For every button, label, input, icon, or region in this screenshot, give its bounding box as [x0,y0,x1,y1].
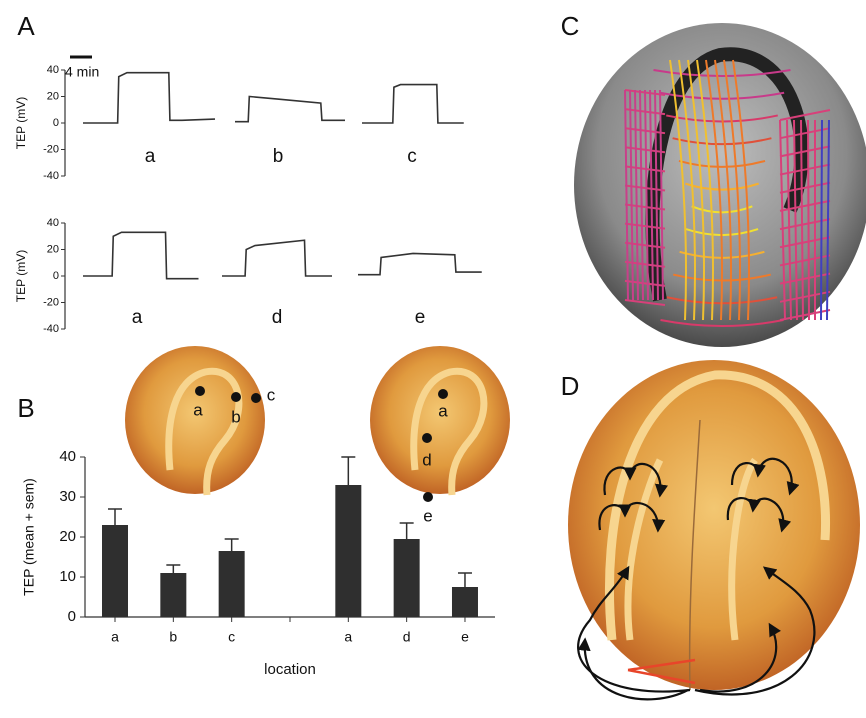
panel-label: B [17,393,34,423]
embryo-flow-image [568,360,860,699]
y-tick-label: 20 [47,90,59,102]
y-tick-label: 20 [59,528,76,545]
panel-label: A [17,11,35,41]
bar [102,525,128,617]
bar [160,573,186,617]
x-tick-label: e [461,629,469,645]
y-axis-label: TEP (mV) [14,250,28,302]
x-tick-label: d [403,629,411,645]
x-tick-label: a [344,629,352,645]
trace [222,240,332,276]
y-axis-label: TEP (mean + sem) [21,478,37,596]
trace-label: c [407,146,417,167]
bar [452,587,478,617]
trace-label: a [145,146,156,167]
panel-label: D [561,371,580,401]
x-axis-label: location [264,661,316,678]
trace [358,253,482,274]
y-tick-label: 0 [68,608,76,625]
mesh-line [821,120,822,320]
embryo-left [125,346,265,495]
embryo-right [370,346,510,495]
trace [83,232,199,278]
bar [394,539,420,617]
electrode-label: c [267,385,276,404]
electrode-label: e [423,506,432,525]
y-tick-label: 0 [53,270,59,282]
electrode-label: a [193,400,203,419]
y-axis-label: TEP (mV) [14,97,28,149]
trace-label: b [273,146,284,167]
y-tick-label: -20 [43,143,59,155]
trace-label: e [415,307,426,328]
figure: a b c a d e C D -40 -20 0 20 40 TEP (mV) A 4 mi… [0,0,866,718]
y-tick-label: -20 [43,296,59,308]
y-tick-label: 20 [47,243,59,255]
y-tick-label: -40 [43,323,59,335]
y-tick-label: 40 [59,448,76,465]
scale-bar-label: 4 min [65,64,99,80]
y-tick-label: 10 [59,568,76,585]
trace-label: d [272,307,283,328]
x-tick-label: c [228,629,235,645]
trace-label: a [132,307,143,328]
y-tick-label: 40 [47,64,59,76]
trace [83,73,215,123]
y-tick-label: 40 [47,217,59,229]
trace [235,97,345,122]
y-tick-label: -40 [43,170,59,182]
panel-label: C [561,11,580,41]
bar [219,551,245,617]
electrode-label: a [438,401,448,420]
mesh-line [808,120,809,320]
page: {"chart_data": [ {"type": "line", "panel… [0,0,866,718]
trace [362,85,464,123]
y-tick-label: 30 [59,488,76,505]
electrode-label: b [231,407,240,426]
x-tick-label: a [111,629,119,645]
electrode-label: d [422,450,431,469]
embryo-mesh-image [574,23,866,347]
bar [335,485,361,617]
x-tick-label: b [169,629,177,645]
y-tick-label: 0 [53,117,59,129]
